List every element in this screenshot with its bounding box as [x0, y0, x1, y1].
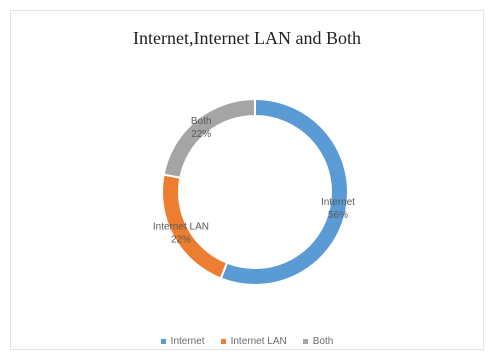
legend-swatch-internet-lan	[220, 339, 226, 344]
chart-legend: Internet Internet LAN Both	[0, 336, 494, 347]
donut-slice-both	[162, 97, 256, 179]
legend-item-internet-lan: Internet LAN	[220, 336, 287, 347]
chart-title: Internet,Internet LAN and Both	[133, 28, 361, 48]
data-label-internet-lan: Internet LAN 22%	[153, 222, 209, 246]
legend-label-internet-lan: Internet LAN	[230, 336, 287, 347]
data-label-value-internet: 56%	[328, 210, 348, 221]
legend-item-internet: Internet	[160, 336, 205, 347]
legend-swatch-internet	[160, 339, 166, 344]
data-label-value-both: 22%	[191, 129, 211, 140]
data-label-both: Both 22%	[191, 116, 212, 140]
data-label-category-internet-lan: Internet LAN	[153, 222, 209, 233]
legend-label-internet: Internet	[170, 336, 205, 347]
donut-slice-internet	[219, 97, 349, 286]
legend-swatch-both	[302, 339, 308, 344]
legend-item-both: Both	[302, 336, 334, 347]
data-label-internet: Internet 56%	[321, 197, 355, 221]
data-label-category-internet: Internet	[321, 197, 355, 208]
data-label-value-internet-lan: 22%	[171, 235, 191, 246]
chart-frame	[10, 10, 484, 350]
data-label-category-both: Both	[191, 116, 212, 127]
legend-label-both: Both	[312, 336, 334, 347]
